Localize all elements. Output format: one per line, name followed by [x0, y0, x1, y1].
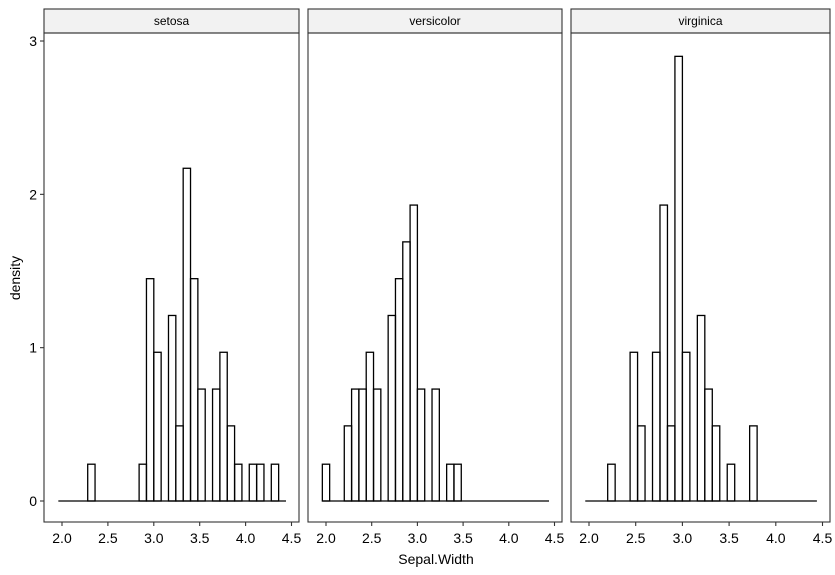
y-axis: 0 1 2 3	[29, 33, 44, 509]
histogram-bar	[704, 388, 713, 502]
histogram-bar	[659, 204, 669, 502]
facet-strip	[307, 8, 563, 34]
x-tick-label: 4.5	[813, 530, 833, 546]
histogram-bar	[453, 463, 462, 502]
histogram-bar	[416, 388, 426, 502]
histogram-bar	[138, 463, 148, 502]
histogram-bar	[321, 463, 331, 502]
facet-strip	[570, 8, 831, 34]
panel-border	[570, 32, 831, 523]
x-tick-label: 2.0	[316, 530, 336, 546]
histogram-bar	[255, 463, 265, 502]
histogram-bar	[629, 351, 639, 502]
histogram-bar	[431, 388, 440, 502]
x-tick-label: 4.0	[499, 530, 519, 546]
x-tick-label: 2.5	[98, 530, 118, 546]
panel-border	[43, 32, 300, 523]
histogram-bar	[365, 351, 375, 502]
histogram-bar	[696, 314, 706, 502]
histogram-bar	[636, 425, 646, 502]
x-tick-label: 2.0	[579, 530, 599, 546]
histogram-bar	[358, 388, 367, 502]
x-tick-label: 4.0	[236, 530, 256, 546]
y-tick-label: 0	[29, 493, 37, 509]
histogram-bar	[445, 463, 455, 502]
x-tick-label: 3.5	[453, 530, 473, 546]
facet-strip-label: virginica	[678, 14, 722, 28]
histogram-bar	[145, 278, 155, 502]
histogram-bar	[372, 388, 382, 502]
facet-panel-versicolor: versicolor 2.0 2.5 3.0 3.5 4.0 4.5	[307, 8, 565, 546]
histogram-bar	[394, 278, 404, 502]
histogram-bar	[711, 425, 721, 502]
histogram-bar	[607, 463, 616, 502]
facet-strip-label: versicolor	[409, 14, 460, 28]
histogram-bar	[748, 425, 758, 502]
histogram-bar	[211, 388, 221, 502]
histogram-bar	[153, 351, 162, 502]
y-tick-label: 3	[29, 33, 37, 49]
histogram-bar	[651, 351, 661, 502]
histogram-bar	[350, 388, 360, 502]
x-tick-label: 2.0	[52, 530, 72, 546]
histogram-bar	[87, 463, 96, 502]
facet-strip	[43, 8, 300, 34]
histogram-bar	[681, 351, 691, 502]
x-tick-label: 3.5	[719, 530, 739, 546]
histogram-bar	[248, 463, 258, 502]
facet-strip-label: setosa	[154, 14, 190, 28]
histogram-bar	[189, 278, 199, 502]
x-tick-label: 3.0	[144, 530, 164, 546]
x-tick-label: 2.5	[362, 530, 382, 546]
histogram-bar	[402, 241, 411, 502]
y-axis-title: density	[7, 256, 23, 300]
x-tick-label: 3.5	[190, 530, 210, 546]
histogram-bar	[343, 425, 353, 502]
x-tick-label: 4.5	[545, 530, 565, 546]
histogram-bar	[674, 55, 684, 502]
x-tick-label: 3.0	[673, 530, 693, 546]
facet-panel-virginica: virginica 2.0 2.5 3.0 3.5 4.0 4.5	[570, 8, 833, 546]
histogram-bar	[175, 425, 184, 502]
histogram-bar	[409, 204, 419, 502]
histogram-bar	[233, 463, 243, 502]
histogram-bar	[387, 314, 397, 502]
x-tick-label: 3.0	[408, 530, 428, 546]
y-tick-label: 1	[29, 340, 37, 356]
facet-panel-setosa: setosa 2.0 2.5 3.0 3.5 4.0 4.5	[43, 8, 302, 546]
panel-border	[307, 32, 563, 523]
x-axis-title: Sepal.Width	[398, 551, 473, 567]
histogram-bar	[219, 351, 228, 502]
histogram-bar	[182, 167, 192, 502]
y-tick-label: 2	[29, 186, 37, 202]
histogram-bar	[226, 425, 236, 502]
histogram-bar	[726, 463, 736, 502]
histogram-bar	[270, 463, 280, 502]
histogram-bar	[197, 388, 206, 502]
x-tick-label: 2.5	[626, 530, 646, 546]
facet-panels: setosa 2.0 2.5 3.0 3.5 4.0 4.5 versicolor 2.0 2.5…	[43, 8, 833, 546]
histogram-bar	[167, 314, 177, 502]
x-tick-label: 4.5	[282, 530, 302, 546]
histogram-bar	[666, 425, 676, 502]
x-tick-label: 4.0	[766, 530, 786, 546]
